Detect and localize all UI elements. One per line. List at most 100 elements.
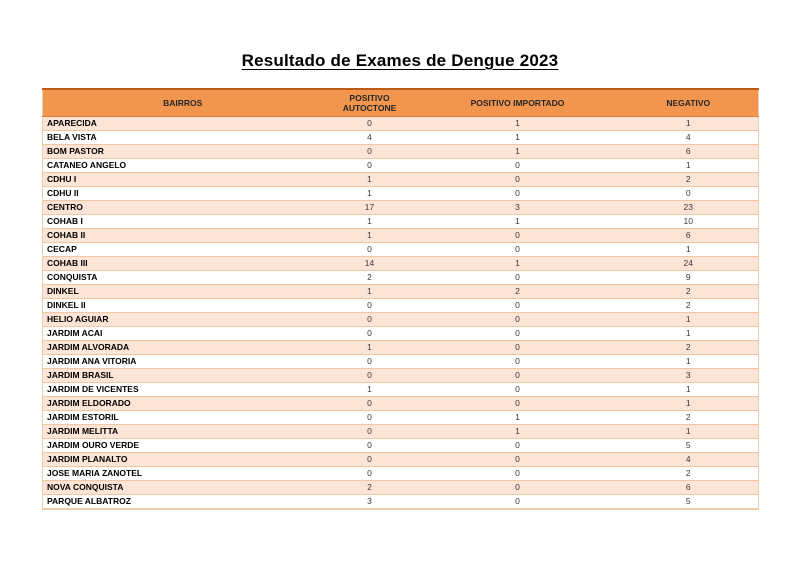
- value-cell: 2: [618, 284, 759, 299]
- value-cell: 1: [618, 312, 759, 327]
- value-cell: 0: [322, 368, 417, 383]
- value-cell: 4: [618, 130, 759, 145]
- bairro-cell: JARDIM OURO VERDE: [42, 438, 323, 453]
- table-row: JARDIM ALVORADA 1 0 2: [42, 340, 759, 355]
- value-cell: 5: [618, 494, 759, 509]
- column-header-positivo-autoctone: POSITIVO AUTOCTONE: [322, 89, 417, 117]
- table-row: DINKEL 1 2 2: [42, 284, 759, 299]
- value-cell: 5: [618, 438, 759, 453]
- header-row: BAIRROS POSITIVO AUTOCTONE POSITIVO IMPO…: [42, 89, 759, 117]
- value-cell: 1: [416, 424, 619, 439]
- value-cell: 1: [416, 144, 619, 159]
- value-cell: 0: [416, 396, 619, 411]
- value-cell: 24: [618, 256, 759, 271]
- bairro-cell: CATANEO ANGELO: [42, 158, 323, 173]
- value-cell: 0: [322, 438, 417, 453]
- value-cell: 0: [416, 270, 619, 285]
- value-cell: 2: [416, 284, 619, 299]
- value-cell: 0: [416, 452, 619, 467]
- value-cell: 0: [416, 186, 619, 201]
- value-cell: 1: [416, 256, 619, 271]
- value-cell: 2: [618, 410, 759, 425]
- bairro-cell: PARQUE ALBATROZ: [42, 494, 323, 509]
- value-cell: 1: [618, 354, 759, 369]
- bairro-cell: JARDIM ESTORIL: [42, 410, 323, 425]
- value-cell: 0: [416, 466, 619, 481]
- value-cell: 1: [618, 396, 759, 411]
- value-cell: 1: [618, 242, 759, 257]
- table-row: JARDIM ESTORIL 0 1 2: [42, 410, 759, 425]
- value-cell: 0: [416, 298, 619, 313]
- value-cell: 0: [416, 480, 619, 495]
- value-cell: 1: [322, 172, 417, 187]
- bairro-cell: JOSE MARIA ZANOTEL: [42, 466, 323, 481]
- table-row: CATANEO ANGELO 0 0 1: [42, 158, 759, 173]
- table-row: BOM PASTOR 0 1 6: [42, 144, 759, 159]
- bairro-cell: CDHU II: [42, 186, 323, 201]
- column-header-negativo: NEGATIVO: [618, 89, 759, 117]
- value-cell: 1: [322, 214, 417, 229]
- table-body: APARECIDA 0 1 1 BELA VISTA 4 1 4 BOM PASTOR 0 1 6 CA…: [42, 116, 759, 509]
- value-cell: 0: [416, 438, 619, 453]
- value-cell: 0: [322, 354, 417, 369]
- column-header-positivo-importado: POSITIVO IMPORTADO: [416, 89, 619, 117]
- value-cell: 1: [416, 130, 619, 145]
- value-cell: 0: [322, 452, 417, 467]
- value-cell: 4: [618, 452, 759, 467]
- table-row: CECAP 0 0 1: [42, 242, 759, 257]
- value-cell: 1: [618, 116, 759, 131]
- table-row: COHAB III 14 1 24: [42, 256, 759, 271]
- table-row: JARDIM MELITTA 0 1 1: [42, 424, 759, 439]
- value-cell: 1: [618, 326, 759, 341]
- value-cell: 0: [416, 340, 619, 355]
- value-cell: 9: [618, 270, 759, 285]
- table-row: NOVA CONQUISTA 2 0 6: [42, 480, 759, 495]
- value-cell: 1: [322, 382, 417, 397]
- value-cell: 1: [322, 340, 417, 355]
- value-cell: 0: [322, 396, 417, 411]
- table-row: JARDIM ANA VITORIA 0 0 1: [42, 354, 759, 369]
- value-cell: 1: [322, 186, 417, 201]
- value-cell: 0: [322, 312, 417, 327]
- table-row: JARDIM PLANALTO 0 0 4: [42, 452, 759, 467]
- value-cell: 0: [416, 242, 619, 257]
- value-cell: 1: [618, 382, 759, 397]
- table-header: BAIRROS POSITIVO AUTOCTONE POSITIVO IMPO…: [42, 89, 759, 117]
- bairro-cell: APARECIDA: [42, 116, 323, 131]
- value-cell: 1: [322, 284, 417, 299]
- bairro-cell: COHAB II: [42, 228, 323, 243]
- value-cell: 3: [618, 368, 759, 383]
- value-cell: 6: [618, 228, 759, 243]
- bairro-cell: JARDIM BRASIL: [42, 368, 323, 383]
- value-cell: 0: [322, 116, 417, 131]
- bairro-cell: HELIO AGUIAR: [42, 312, 323, 327]
- value-cell: 0: [322, 410, 417, 425]
- value-cell: 0: [416, 368, 619, 383]
- bairro-cell: JARDIM ELDORADO: [42, 396, 323, 411]
- bairro-cell: DINKEL: [42, 284, 323, 299]
- table-row: JARDIM ELDORADO 0 0 1: [42, 396, 759, 411]
- bairro-cell: CONQUISTA: [42, 270, 323, 285]
- value-cell: 0: [416, 382, 619, 397]
- value-cell: 0: [322, 466, 417, 481]
- bairro-cell: BELA VISTA: [42, 130, 323, 145]
- dengue-results-table: BAIRROS POSITIVO AUTOCTONE POSITIVO IMPO…: [42, 88, 759, 510]
- value-cell: 14: [322, 256, 417, 271]
- value-cell: 2: [618, 298, 759, 313]
- bairro-cell: CENTRO: [42, 200, 323, 215]
- value-cell: 0: [322, 144, 417, 159]
- bairro-cell: JARDIM ANA VITORIA: [42, 354, 323, 369]
- value-cell: 0: [322, 326, 417, 341]
- value-cell: 6: [618, 144, 759, 159]
- value-cell: 1: [416, 410, 619, 425]
- value-cell: 17: [322, 200, 417, 215]
- table-row: JARDIM OURO VERDE 0 0 5: [42, 438, 759, 453]
- bairro-cell: DINKEL II: [42, 298, 323, 313]
- value-cell: 10: [618, 214, 759, 229]
- value-cell: 0: [618, 186, 759, 201]
- value-cell: 0: [322, 158, 417, 173]
- table-row: JARDIM ACAI 0 0 1: [42, 326, 759, 341]
- bairro-cell: COHAB I: [42, 214, 323, 229]
- value-cell: 0: [416, 158, 619, 173]
